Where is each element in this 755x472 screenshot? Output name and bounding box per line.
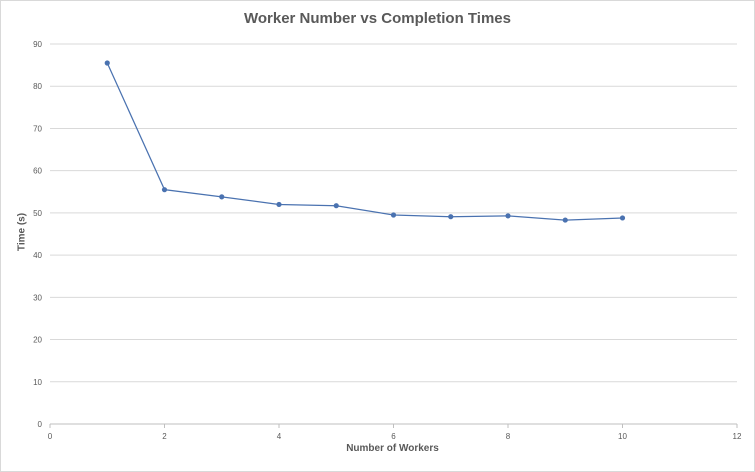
data-point (104, 60, 110, 66)
y-tick-label: 60 (33, 167, 42, 176)
y-tick-label: 70 (33, 124, 42, 133)
data-point (219, 194, 225, 200)
data-point (505, 213, 511, 219)
series-line (106, 62, 623, 221)
data-point (390, 212, 397, 218)
y-tick-label: 10 (33, 378, 42, 387)
x-axis-label: Number of Workers (346, 443, 439, 454)
x-tick-label: 6 (391, 432, 396, 441)
x-tick-label: 12 (733, 432, 742, 441)
data-point (333, 203, 339, 209)
x-tick-label: 8 (506, 432, 511, 441)
data-point (562, 217, 568, 223)
data-point (448, 214, 454, 220)
data-point (619, 215, 626, 221)
y-tick-label: 40 (33, 251, 42, 260)
y-tick-label: 90 (33, 40, 42, 49)
x-tick-label: 0 (48, 432, 53, 441)
y-tick-label: 20 (33, 336, 42, 345)
y-tick-label: 0 (38, 420, 43, 429)
x-tick-label: 4 (277, 432, 282, 441)
x-tick-label: 10 (618, 432, 627, 441)
data-point (161, 187, 168, 193)
y-tick-label: 50 (33, 209, 42, 218)
data-point (276, 201, 282, 208)
y-tick-label: 80 (33, 82, 42, 91)
y-tick-label: 30 (33, 293, 42, 302)
chart-title: Worker Number vs Completion Times (243, 10, 511, 27)
x-tick-label: 2 (162, 432, 167, 441)
